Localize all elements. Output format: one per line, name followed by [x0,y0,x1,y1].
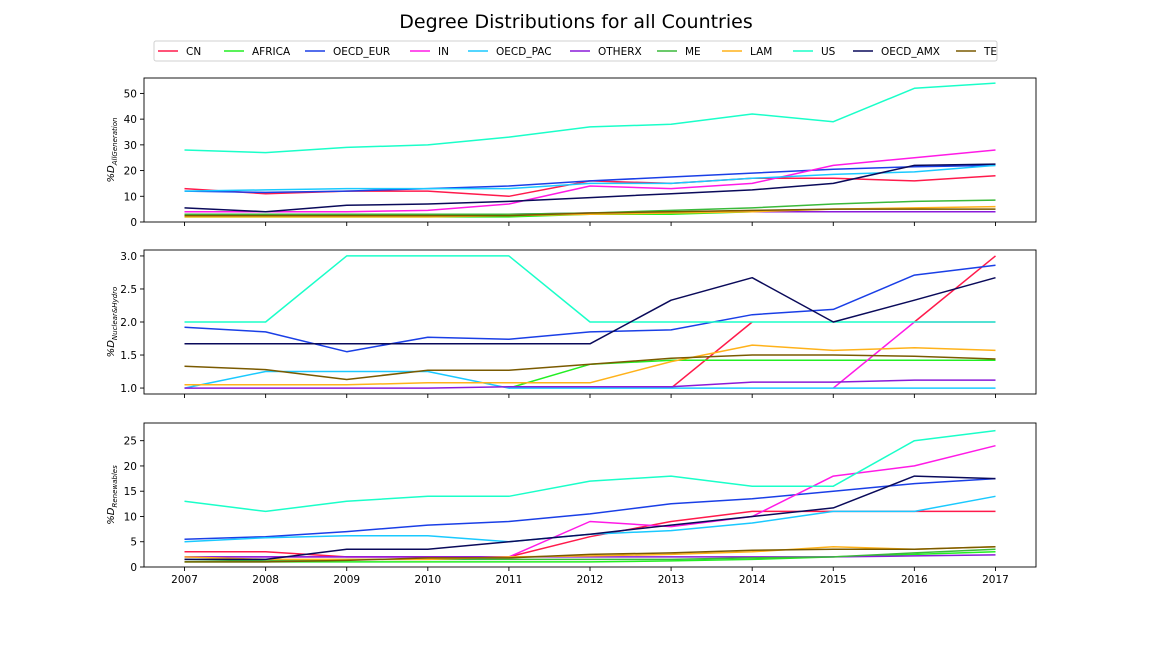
series-line-oecd_pac [184,370,996,389]
legend-label: AFRICA [252,46,291,58]
y-axis-label-main: %D [106,165,117,183]
series-line-te [184,546,996,563]
series-line-oecd_amx [184,163,996,213]
x-tick-label: 2008 [252,574,279,586]
y-tick-label: 0 [130,217,137,229]
y-axis-label-sub: Nuclear&Hydro [111,287,119,340]
legend-item: TE [956,46,997,58]
legend-item: ME [657,46,701,58]
x-tick-label: 2017 [982,574,1009,586]
series-line-te [184,354,996,381]
x-tick-label: 2013 [658,574,685,586]
y-axis-label-main: %D [106,507,117,525]
legend-item: CN [158,46,201,58]
legend-label: OECD_EUR [333,46,390,58]
series-line-oecd_amx [184,475,996,561]
y-tick-label: 3.0 [120,251,137,263]
subplot-3: 0 5 10 15 20 25 2007 2008 2009 2010 2011 2012 2013 20… [106,422,1037,586]
legend: CN AFRICA OECD_EUR IN OECD_PAC OTHERX ME LAM US O… [153,40,998,62]
axes-frame [143,422,1037,568]
series-line-us [184,255,996,323]
series-line-te [184,208,996,217]
series-line-oecd_eur [184,164,996,194]
legend-item: US [793,46,836,58]
y-tick-label: 20 [124,166,137,178]
y-tick-label: 1.0 [120,383,137,395]
y-axis-label-main: %D [106,340,117,358]
legend-item: OECD_PAC [468,46,552,58]
series-line-oecd_amx [184,276,996,345]
legend-label: OTHERX [598,46,642,58]
legend-label: ME [685,46,701,58]
legend-label: LAM [750,46,772,58]
series-line-lam [184,344,996,386]
legend-item: OECD_EUR [305,46,390,58]
y-tick-label: 10 [124,191,137,203]
y-tick-label: 25 [124,436,137,448]
x-tick-label: 2010 [414,574,441,586]
series-line-otherx [184,554,996,558]
subplots: 01020304050%DAllGeneration1.01.52.02.53.… [106,77,1037,586]
legend-item: IN [410,46,449,58]
series-group [184,429,996,563]
y-tick-label: 10 [124,511,137,523]
subplot-1: 0 10 20 30 40 50 %DAllGeneration [106,77,1037,229]
series-line-in [184,444,996,558]
y-tick-label: 15 [124,486,137,498]
legend-item: AFRICA [224,46,291,58]
series-line-oecd_eur [184,264,996,353]
legend-item: OTHERX [570,46,642,58]
series-group [184,255,996,389]
legend-label: OECD_AMX [881,46,940,58]
y-tick-label: 30 [124,140,137,152]
axes-frame [143,77,1037,223]
x-tick-label: 2009 [333,574,360,586]
subplot-2: 1.0 1.5 2.0 2.5 3.0 %DNuclear&Hydro [106,249,1037,398]
y-tick-label: 40 [124,114,137,126]
y-axis-label: %DAllGeneration [106,118,119,183]
series-line-oecd_eur [184,477,996,540]
y-tick-label: 1.5 [120,350,137,362]
x-tick-label: 2016 [901,574,928,586]
chart-title: Degree Distributions for all Countries [399,11,753,33]
x-tick-label: 2012 [577,574,604,586]
y-tick-label: 0 [130,562,137,574]
series-line-lam [184,546,996,561]
legend-label: US [821,46,836,58]
y-axis-label: %DRenewables [106,465,119,525]
series-line-otherx [184,379,996,389]
legend-item: OECD_AMX [853,46,940,58]
x-tick-label: 2014 [739,574,766,586]
y-axis-label-sub: AllGeneration [111,118,119,167]
x-tick-label: 2011 [496,574,523,586]
legend-item: LAM [722,46,772,58]
y-tick-label: 5 [130,537,137,549]
series-group [184,82,996,218]
series-line-us [184,429,996,513]
legend-label: OECD_PAC [496,46,552,58]
legend-label: CN [186,46,201,58]
series-line-in [184,149,996,213]
y-tick-label: 2.0 [120,317,137,329]
y-tick-label: 50 [124,88,137,100]
x-tick-label: 2007 [171,574,198,586]
legend-label: TE [983,46,997,58]
y-tick-label: 2.5 [120,284,137,296]
series-line-cn [670,321,753,389]
x-tick-label: 2015 [820,574,847,586]
y-tick-label: 20 [124,461,137,473]
series-line-oecd_pac [184,164,996,192]
legend-label: IN [438,46,449,58]
series-line-us [184,82,996,154]
y-axis-label: %DNuclear&Hydro [106,287,119,358]
y-axis-label-sub: Renewables [111,465,119,508]
